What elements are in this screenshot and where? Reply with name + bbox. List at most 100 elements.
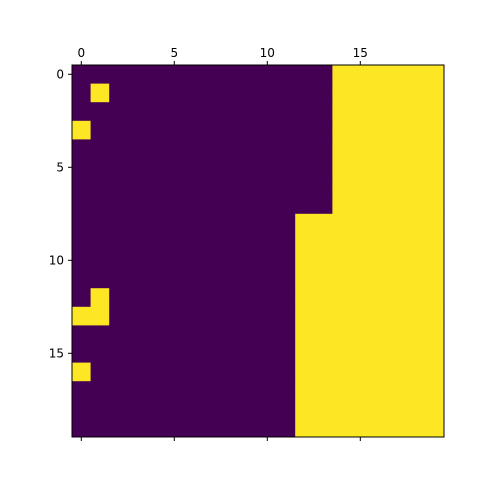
heatmap-cell xyxy=(165,399,184,419)
heatmap-cell xyxy=(183,232,203,252)
heatmap-cell xyxy=(369,269,389,289)
heatmap-cell xyxy=(425,195,445,215)
heatmap-cell xyxy=(388,251,408,270)
heatmap-cell xyxy=(202,65,222,84)
heatmap-cell xyxy=(332,120,352,140)
heatmap-cell xyxy=(72,65,91,84)
heatmap-cell xyxy=(183,288,203,308)
heatmap-cell xyxy=(220,251,240,270)
x-tick-label: 15 xyxy=(353,46,368,60)
heatmap-cell xyxy=(220,418,240,438)
heatmap-cell xyxy=(183,251,203,270)
heatmap-cell xyxy=(295,83,315,103)
x-axis-ticks: 0 5 10 15 xyxy=(77,46,368,441)
heatmap-cell xyxy=(369,306,389,326)
heatmap-cell xyxy=(295,418,315,438)
heatmap-cell xyxy=(127,176,147,196)
heatmap-cell xyxy=(388,362,408,382)
heatmap-cell xyxy=(332,102,352,122)
heatmap-cell xyxy=(127,195,147,215)
heatmap-cell xyxy=(276,251,296,270)
heatmap-cell xyxy=(425,176,445,196)
heatmap-cell xyxy=(90,288,110,308)
heatmap-cell xyxy=(72,381,91,401)
heatmap-cell xyxy=(239,139,259,159)
heatmap-cell xyxy=(165,158,184,177)
heatmap-cell xyxy=(165,195,184,215)
heatmap-cell xyxy=(90,362,110,382)
heatmap-cell xyxy=(202,176,222,196)
heatmap-cell xyxy=(165,83,184,103)
heatmap-cell xyxy=(295,176,315,196)
heatmap-cell xyxy=(276,120,296,140)
heatmap-cell xyxy=(183,158,203,177)
heatmap-cell xyxy=(202,418,222,438)
heatmap-cell xyxy=(276,176,296,196)
heatmap-cell xyxy=(258,269,277,289)
heatmap-cell xyxy=(425,362,445,382)
heatmap-cell xyxy=(258,399,277,419)
heatmap-cell xyxy=(258,158,277,177)
heatmap-cell xyxy=(406,251,426,270)
heatmap-cell xyxy=(388,344,408,363)
heatmap-cell xyxy=(127,269,147,289)
heatmap-cell xyxy=(72,399,91,419)
heatmap-cell xyxy=(406,306,426,326)
heatmap-cell xyxy=(332,65,352,84)
heatmap-cell xyxy=(220,139,240,159)
heatmap-cell xyxy=(276,306,296,326)
heatmap-cell xyxy=(127,288,147,308)
heatmap-cell xyxy=(72,176,91,196)
heatmap-cell xyxy=(388,399,408,419)
heatmap-cell xyxy=(313,83,333,103)
y-tick-label: 10 xyxy=(49,253,64,267)
heatmap-cell xyxy=(165,120,184,140)
heatmap-cell xyxy=(351,158,370,177)
heatmap-cell xyxy=(388,306,408,326)
heatmap-cell xyxy=(369,325,389,345)
heatmap-cell xyxy=(388,102,408,122)
heatmap-cell xyxy=(109,362,129,382)
heatmap-cell xyxy=(258,213,277,233)
heatmap-cell xyxy=(295,213,315,233)
heatmap-cell xyxy=(276,418,296,438)
heatmap-cell xyxy=(239,344,259,363)
heatmap-cell xyxy=(202,120,222,140)
heatmap-cell xyxy=(183,213,203,233)
heatmap-cell xyxy=(313,232,333,252)
heatmap-cell xyxy=(406,362,426,382)
heatmap-cell xyxy=(183,418,203,438)
heatmap-cell xyxy=(406,120,426,140)
heatmap-cell xyxy=(276,65,296,84)
heatmap-cell xyxy=(127,362,147,382)
heatmap-cell xyxy=(239,306,259,326)
heatmap-cell xyxy=(295,325,315,345)
heatmap-cell xyxy=(90,65,110,84)
heatmap-cell xyxy=(127,158,147,177)
heatmap-cell xyxy=(146,344,166,363)
heatmap-cell xyxy=(276,195,296,215)
heatmap-cell xyxy=(332,195,352,215)
heatmap-cell xyxy=(127,232,147,252)
heatmap-cell xyxy=(276,232,296,252)
heatmap-cell xyxy=(239,269,259,289)
heatmap-cell xyxy=(220,158,240,177)
heatmap-cell xyxy=(425,269,445,289)
heatmap-cell xyxy=(332,139,352,159)
heatmap-cell xyxy=(406,176,426,196)
heatmap-cell xyxy=(127,418,147,438)
heatmap-cell xyxy=(406,381,426,401)
heatmap-cell xyxy=(183,362,203,382)
heatmap-cell xyxy=(276,102,296,122)
heatmap-cell xyxy=(72,158,91,177)
heatmap-cell xyxy=(72,344,91,363)
heatmap-cell xyxy=(258,102,277,122)
heatmap-cell xyxy=(351,232,370,252)
heatmap-cell xyxy=(165,176,184,196)
heatmap-cell xyxy=(388,120,408,140)
heatmap-cell xyxy=(202,306,222,326)
heatmap-cell xyxy=(109,176,129,196)
heatmap-cell xyxy=(406,158,426,177)
heatmap-cell xyxy=(258,83,277,103)
heatmap-cell xyxy=(388,288,408,308)
